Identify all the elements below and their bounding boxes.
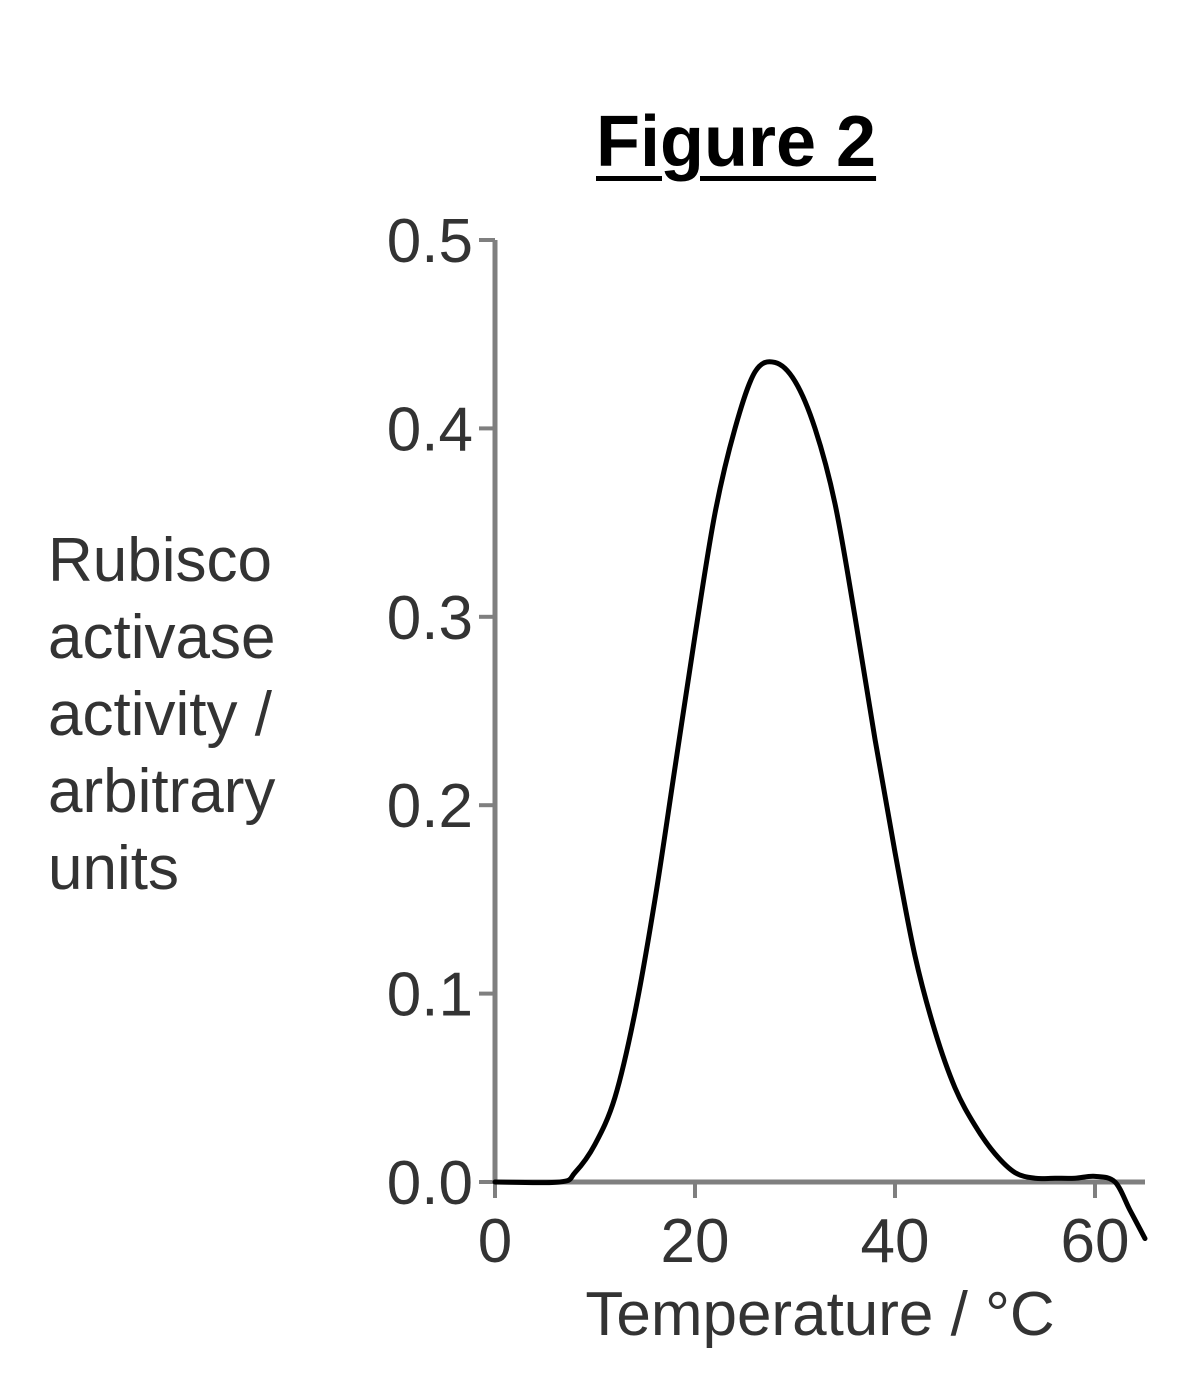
- y-axis-label-line: activase: [48, 603, 276, 672]
- y-axis-label-line: arbitrary: [48, 757, 276, 826]
- x-tick-label: 20: [661, 1207, 730, 1276]
- y-tick-label: 0.0: [387, 1149, 473, 1218]
- y-tick-label: 0.3: [387, 584, 473, 653]
- y-tick-label: 0.4: [387, 395, 473, 464]
- x-axis-label: Temperature / °C: [585, 1280, 1054, 1349]
- x-tick-label: 60: [1061, 1207, 1130, 1276]
- axes: [492, 240, 1145, 1185]
- y-axis-label: Rubisco activase activity / arbitrary un…: [48, 522, 348, 907]
- y-axis-label-line: Rubisco: [48, 526, 272, 595]
- y-axis-label-line: units: [48, 834, 179, 903]
- x-tick-label: 40: [861, 1207, 930, 1276]
- series-line: [492, 359, 1148, 1242]
- chart-title: Figure 2: [596, 102, 877, 182]
- y-tick-label: 0.2: [387, 772, 473, 841]
- series: [492, 359, 1148, 1242]
- ticks: 0.0 0.1 0.2 0.3 0.4 0.5 0 20 40 60: [387, 207, 1130, 1276]
- x-tick-label: 0: [478, 1207, 512, 1276]
- y-axis-label-line: activity /: [48, 680, 272, 749]
- y-tick-label: 0.5: [387, 207, 473, 276]
- y-tick-label: 0.1: [387, 961, 473, 1030]
